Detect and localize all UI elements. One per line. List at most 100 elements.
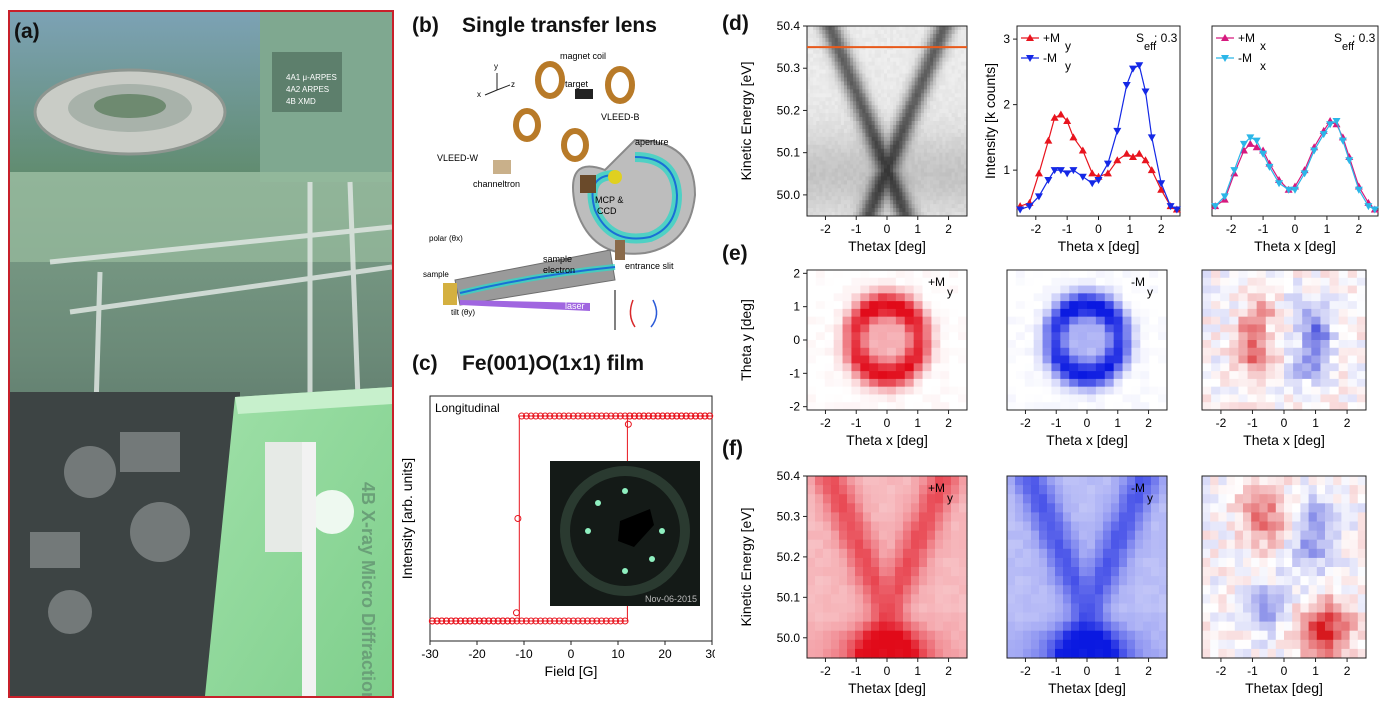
heatmap-cell [856,156,860,162]
heatmap-cell [899,89,903,94]
heatmap-cell [959,512,968,523]
heatmap-cell [1063,494,1072,504]
heatmap-cell [1329,371,1340,380]
heatmap-cell [1071,503,1080,513]
heatmap-cell [1087,293,1097,302]
heatmap-cell [903,494,912,504]
heatmap-cell [859,29,863,35]
heatmap-cell [877,73,882,78]
heatmap-cell [837,33,842,39]
heatmap-cell [1095,378,1106,388]
heatmap-cell [840,93,845,98]
heatmap-cell [1113,394,1124,403]
heatmap-cell [831,521,840,532]
heatmap-cell [1247,378,1258,388]
heatmap-cell [1007,293,1017,302]
heatmap-cell [1031,585,1040,595]
energy-map-pixels [807,476,968,659]
heatmap-cell [927,69,931,74]
x-tick-label: 10 [611,647,625,661]
heatmap-cell [914,140,919,146]
heatmap-cell [959,630,968,641]
heatmap-cell [1218,503,1228,513]
heatmap-cell [828,29,833,35]
heatmap-cell [945,196,950,201]
heatmap-cell [1119,485,1128,495]
heatmap-cell [1135,585,1144,595]
heatmap-cell [822,172,826,177]
heatmap-cell [1079,521,1088,532]
heatmap-cell [815,594,824,604]
heatmap-cell [1347,293,1358,302]
heatmap-cell [1234,567,1244,577]
heatmap-cell [943,485,952,495]
heatmap-cell [837,164,842,169]
heatmap-cell [930,144,934,150]
heatmap-cell [911,105,916,110]
heatmap-cell [927,576,936,586]
heatmap-cell [939,29,943,35]
heatmap-cell [942,61,946,67]
heatmap-cell [939,26,943,31]
heatmap-cell [958,363,968,372]
heatmap-cell [960,65,965,71]
heatmap-cell [880,124,885,130]
heatmap-cell [868,73,873,78]
heatmap-cell [899,196,903,201]
heatmap-cell [1015,394,1026,403]
heatmap-cell [1055,639,1064,650]
heatmap-cell [1131,347,1141,357]
heatmap-cell [840,132,845,138]
heatmap-cell [1119,476,1128,486]
heatmap-cell [943,494,952,504]
heatmap-cell [877,37,882,43]
heatmap-cell [859,204,863,209]
heatmap-cell [911,639,920,650]
legend-label: +M [1238,31,1255,45]
heatmap-cell [878,324,888,333]
heatmap-cell [1140,308,1150,318]
series-line [1019,113,1178,210]
heatmap-cell [1329,277,1340,287]
heatmap-cell [954,73,959,78]
heatmap-cell [831,152,836,158]
series-marker [1252,143,1261,151]
heatmap-cell [899,105,903,110]
heatmap-cell [954,208,959,213]
heatmap-cell [853,140,857,146]
heatmap-cell [911,585,920,595]
heatmap-cell [1218,476,1228,486]
heatmap-cell [1234,557,1244,568]
heatmap-cell [899,168,903,173]
heatmap-cell [807,394,817,403]
heatmap-cell [1069,308,1079,318]
heatmap-cell [913,363,924,372]
heatmap-cell [954,89,959,94]
label-sample: sample [423,270,449,279]
heatmap-cell [1234,539,1244,550]
y-tick-label: 50.4 [777,469,801,483]
heatmap-cell [840,117,845,122]
heatmap-cell [911,61,916,67]
heatmap-cell [1047,639,1056,650]
series-marker [1141,88,1150,96]
heatmap-cell [1071,603,1080,614]
x-axis-label: Field [G] [545,663,598,679]
heatmap-cell [911,29,916,35]
heatmap-cell [1135,485,1144,495]
heatmap-cell [917,33,922,39]
heatmap-cell [1063,648,1072,659]
heatmap-cell [942,128,946,134]
heatmap-cell [822,61,826,67]
heatmap-cell [825,81,830,86]
heatmap-cell [939,204,943,209]
heatmap-cell [843,212,848,217]
heatmap-cell [927,494,936,504]
heatmap-cell [911,101,916,106]
heatmap-cell [880,41,885,47]
heatmap-cell [936,101,940,106]
heatmap-cell [1211,324,1221,333]
heatmap-cell [957,61,962,67]
heatmap-cell [902,77,906,82]
heatmap-cell [831,548,840,559]
